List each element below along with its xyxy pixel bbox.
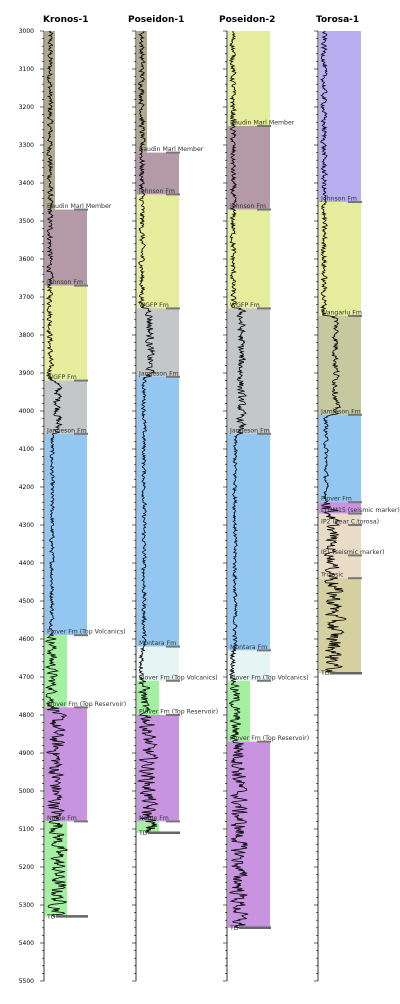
formation-label: Nome Fm — [47, 815, 77, 822]
well-track-poseidon-1: Poseidon-1 Baudin Marl Member Johnson Fm WG… — [128, 15, 218, 982]
formation-label: Jamieson Fm — [46, 427, 87, 434]
formation-label: Plover Fm (Top Volcanics) — [47, 629, 126, 636]
well-track-poseidon-2: Poseidon-2 Baudin Marl Member Johnson Fm WG… — [219, 15, 309, 982]
formation-label: LLDM15 (seismic marker) — [321, 507, 400, 514]
formation-block — [137, 152, 179, 195]
depth-tick-label: 3600 — [19, 256, 34, 263]
well-title: Torosa-1 — [316, 15, 359, 25]
depth-tick-label: 3800 — [19, 332, 34, 339]
depth-tick-label: 4000 — [19, 408, 34, 415]
formation-label: WGFP Fm — [230, 302, 260, 309]
formation-label: Triassic — [320, 572, 344, 579]
depth-tick-label: 4800 — [19, 712, 34, 719]
log-curve — [319, 30, 347, 674]
formation-label: Plover Fm (Top Reservoir) — [47, 701, 126, 708]
formation-label: IP1 (seismic marker) — [321, 549, 384, 556]
formation-block — [45, 821, 67, 917]
td-label: TD — [229, 925, 239, 932]
well-title: Poseidon-2 — [219, 15, 275, 25]
formation-block — [45, 380, 87, 434]
depth-tick-label: 4300 — [19, 522, 34, 529]
formation-block — [228, 680, 250, 742]
formation-label: Nome Fm — [139, 815, 169, 822]
formation-block — [319, 316, 361, 415]
log-curve — [228, 30, 249, 929]
formation-block — [137, 194, 179, 309]
formation-block — [45, 707, 87, 822]
formation-block — [137, 680, 159, 715]
formation-label: Plover Fm (Top Volcanics) — [139, 674, 218, 681]
depth-tick-label: 3000 — [19, 28, 34, 35]
formation-label: Plover Fm (Top Reservoir) — [139, 709, 218, 716]
formation-block — [137, 31, 147, 153]
log-curve — [44, 30, 68, 917]
formation-label: WGFP Fm — [47, 374, 77, 381]
formation-label: Plover Fm — [321, 496, 352, 503]
depth-tick-label: 3400 — [19, 180, 34, 187]
formation-label: Johnson Fm — [320, 196, 357, 203]
depth-tick-label: 3500 — [19, 218, 34, 225]
formation-label: Wangarlu Fm — [321, 310, 362, 317]
formation-block — [45, 31, 55, 210]
depth-tick-label: 5100 — [19, 826, 34, 833]
depth-tick-label: 3100 — [19, 66, 34, 73]
formation-label: Johnson Fm — [229, 203, 266, 210]
formation-block — [137, 715, 179, 822]
depth-tick-label: 3900 — [19, 370, 34, 377]
depth-tick-label: 5000 — [19, 788, 34, 795]
depth-tick-label: 5400 — [19, 940, 34, 947]
well-title: Poseidon-1 — [128, 15, 184, 25]
depth-tick-label: 4200 — [19, 484, 34, 491]
td-label: TD — [320, 670, 330, 677]
formation-label: Montara Fm — [139, 640, 176, 647]
depth-tick-label: 4900 — [19, 750, 34, 757]
formation-label: Jamieson Fm — [320, 408, 361, 415]
formation-label: Baudin Marl Member — [47, 203, 112, 210]
formation-label: IP2 (near C.torosa) — [321, 519, 379, 526]
formation-block — [319, 502, 361, 514]
depth-tick-label: 4600 — [19, 636, 34, 643]
depth-tick-label: 5300 — [19, 902, 34, 909]
formation-label: Johnson Fm — [46, 279, 83, 286]
formation-label: Baudin Marl Member — [139, 146, 204, 153]
formation-label: Montara Fm — [230, 644, 267, 651]
depth-tick-label: 5200 — [19, 864, 34, 871]
depth-tick-label: 4400 — [19, 560, 34, 567]
well-title: Kronos-1 — [43, 15, 89, 25]
formation-block — [319, 31, 361, 202]
depth-tick-label: 3200 — [19, 104, 34, 111]
formation-block — [228, 308, 270, 434]
log-curve — [136, 30, 159, 834]
formation-label: Plover Fm (Top Volcanics) — [230, 674, 309, 681]
formation-label: Jamieson Fm — [138, 370, 179, 377]
formation-block — [137, 376, 179, 647]
formation-block — [319, 513, 361, 525]
well-track-kronos-1: Kronos-1 Baudin Marl Member Johnson Fm WGFP… — [40, 15, 126, 982]
formation-block — [228, 209, 270, 309]
depth-tick-label: 3700 — [19, 294, 34, 301]
formation-block — [319, 202, 361, 316]
formation-block — [45, 285, 87, 381]
depth-tick-label: 4500 — [19, 598, 34, 605]
well-track-torosa-1: Torosa-1 Johnson Fm Wangarlu Fm Jamieson Fm… — [314, 15, 400, 982]
formation-label: Johnson Fm — [138, 188, 175, 195]
td-label: TD — [46, 913, 56, 920]
formation-label: Baudin Marl Member — [230, 120, 295, 127]
depth-tick-label: 4700 — [19, 674, 34, 681]
formation-label: Jamieson Fm — [229, 427, 270, 434]
formation-block — [137, 308, 179, 377]
formation-label: WGFP Fm — [139, 302, 169, 309]
formation-label: Plover Fm (Top Reservoir) — [230, 735, 309, 742]
formation-block — [137, 646, 179, 681]
td-label: TD — [138, 830, 148, 837]
depth-tick-label: 3300 — [19, 142, 34, 149]
depth-tick-label: 5500 — [19, 978, 34, 985]
depth-tick-label: 4100 — [19, 446, 34, 453]
formation-block — [319, 578, 361, 674]
